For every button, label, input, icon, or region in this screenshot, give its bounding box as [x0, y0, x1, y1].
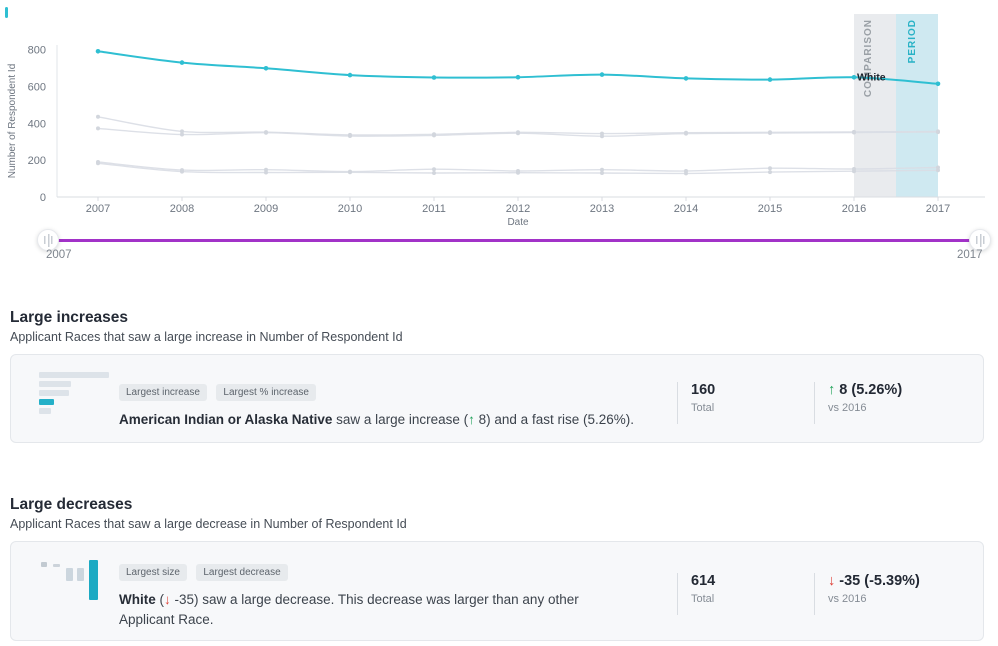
total-value: 160 [691, 382, 716, 398]
slider-start-label: 2007 [46, 249, 72, 261]
down-arrow-icon: ↓ [164, 592, 171, 607]
svg-text:White: White [857, 71, 886, 83]
badge-row: Largest size Largest decrease [119, 562, 631, 581]
total-stat: 614 Total [677, 573, 715, 615]
slider-handle-end[interactable] [969, 229, 991, 251]
decrease-insight-card[interactable]: Largest size Largest decrease White (↓ -… [10, 541, 984, 641]
svg-text:2007: 2007 [86, 203, 110, 215]
increase-insight-card[interactable]: Largest increase Largest % increase Amer… [10, 354, 984, 443]
svg-text:2012: 2012 [506, 203, 530, 215]
change-value: -35 (-5.39%) [839, 573, 920, 589]
insight-subject: White [119, 592, 156, 607]
change-value: 8 (5.26%) [839, 382, 903, 398]
svg-text:Date: Date [507, 217, 529, 228]
change-vs-label: vs 2016 [828, 593, 867, 605]
section-title-decreases: Large decreases [10, 496, 133, 513]
svg-text:200: 200 [28, 155, 46, 167]
total-value: 614 [691, 573, 716, 589]
svg-text:2015: 2015 [758, 203, 782, 215]
up-arrow-icon: ↑ [828, 382, 836, 398]
section-title-increases: Large increases [10, 309, 129, 326]
svg-text:COMPARISON: COMPARISON [863, 19, 874, 97]
insight-content: Largest size Largest decrease White (↓ -… [119, 562, 631, 629]
badge-largest-pct-increase: Largest % increase [216, 384, 316, 401]
svg-text:800: 800 [28, 45, 46, 57]
badge-row: Largest increase Largest % increase [119, 382, 667, 401]
svg-text:0: 0 [40, 192, 46, 204]
badge-largest-size: Largest size [119, 564, 187, 581]
svg-text:2014: 2014 [674, 203, 698, 215]
change-stat: ↓ -35 (-5.39%) vs 2016 [814, 573, 920, 615]
svg-text:2010: 2010 [338, 203, 362, 215]
total-label: Total [691, 402, 715, 414]
total-label: Total [691, 593, 715, 605]
badge-largest-decrease: Largest decrease [196, 564, 288, 581]
slider-handle-start[interactable] [37, 229, 59, 251]
line-chart[interactable]: COMPARISON PERIOD 2007 2008 2009 2010 2011 2012… [0, 0, 998, 232]
mini-horizontal-bar-chart-icon [39, 372, 111, 417]
change-vs-label: vs 2016 [828, 402, 867, 414]
svg-text:400: 400 [28, 118, 46, 130]
svg-text:Number of Respondent Id: Number of Respondent Id [7, 64, 18, 179]
svg-text:2009: 2009 [254, 203, 278, 215]
accent-mark [5, 7, 8, 18]
insight-content: Largest increase Largest % increase Amer… [119, 382, 667, 430]
svg-text:2008: 2008 [170, 203, 194, 215]
grip-icon [974, 233, 986, 247]
svg-text:2016: 2016 [842, 203, 866, 215]
badge-largest-increase: Largest increase [119, 384, 207, 401]
svg-text:2017: 2017 [926, 203, 950, 215]
insight-subject: American Indian or Alaska Native [119, 412, 333, 427]
svg-text:2013: 2013 [590, 203, 614, 215]
slider-end-label: 2017 [957, 249, 983, 261]
up-arrow-icon: ↑ [468, 412, 475, 427]
grip-icon [42, 233, 54, 247]
insight-text: American Indian or Alaska Native saw a l… [119, 412, 634, 427]
svg-text:2011: 2011 [422, 203, 446, 215]
change-stat: ↑ 8 (5.26%) vs 2016 [814, 382, 902, 424]
insight-text: White (↓ -35) saw a large decrease. This… [119, 592, 579, 627]
section-subtitle-decreases: Applicant Races that saw a large decreas… [10, 517, 407, 531]
svg-text:600: 600 [28, 81, 46, 93]
svg-text:PERIOD: PERIOD [907, 19, 918, 63]
down-arrow-icon: ↓ [828, 573, 836, 589]
mini-vertical-bar-chart-icon [41, 559, 105, 601]
section-subtitle-increases: Applicant Races that saw a large increas… [10, 330, 403, 344]
slider-track[interactable] [48, 239, 980, 242]
total-stat: 160 Total [677, 382, 715, 424]
